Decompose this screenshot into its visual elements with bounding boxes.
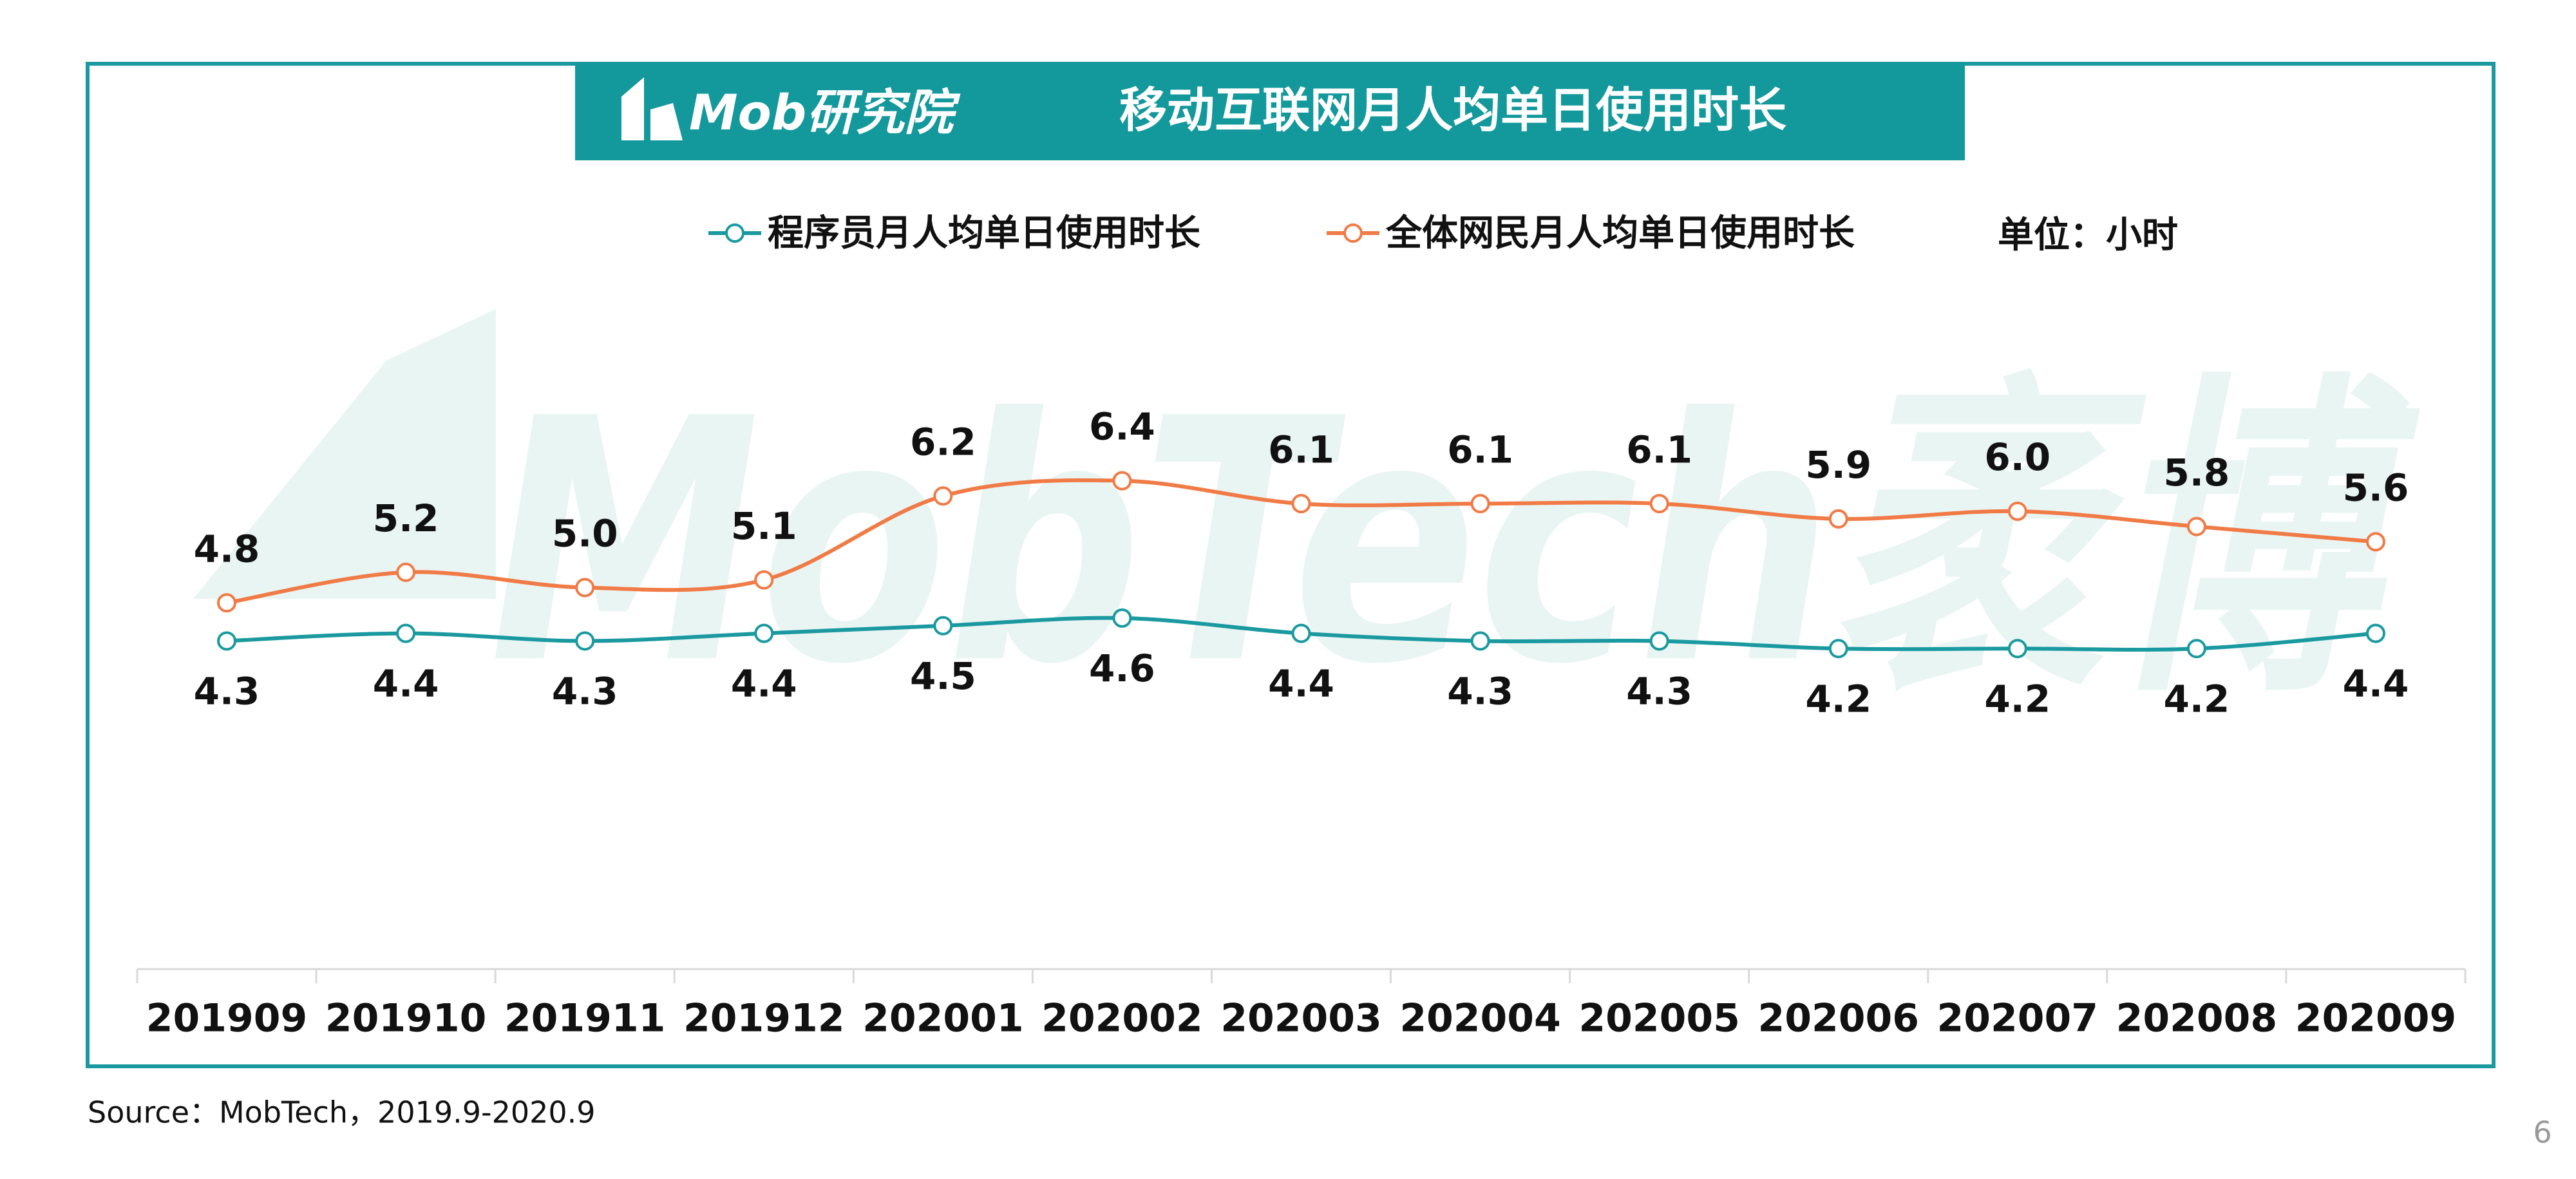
data-label: 6.1 bbox=[1268, 428, 1334, 471]
data-label: 5.1 bbox=[731, 504, 797, 548]
watermark: MobTech袤博 bbox=[489, 347, 2423, 737]
data-point bbox=[2186, 516, 2206, 536]
data-point bbox=[1470, 494, 1490, 514]
x-tick-label: 202009 bbox=[2295, 996, 2457, 1041]
data-label: 4.4 bbox=[1268, 662, 1334, 706]
legend-label: 程序员月人均单日使用时长 bbox=[768, 212, 1200, 254]
data-point bbox=[1828, 639, 1848, 659]
data-label: 5.0 bbox=[552, 512, 618, 556]
data-point bbox=[396, 562, 416, 582]
x-tick-label: 201911 bbox=[504, 996, 666, 1041]
data-point bbox=[1828, 509, 1848, 529]
data-point bbox=[575, 578, 595, 598]
data-point bbox=[754, 623, 774, 643]
data-label: 6.4 bbox=[1089, 405, 1155, 449]
data-point bbox=[2365, 532, 2385, 552]
data-label: 4.4 bbox=[731, 662, 797, 706]
data-point bbox=[1649, 631, 1669, 651]
watermark-logo bbox=[193, 309, 496, 599]
unit-label: 单位：小时 bbox=[1998, 214, 2178, 256]
data-point bbox=[2007, 639, 2027, 659]
data-label: 5.9 bbox=[1805, 443, 1871, 487]
x-tick-label: 202005 bbox=[1578, 996, 1740, 1041]
data-label: 4.5 bbox=[910, 654, 976, 698]
x-tick-label: 202006 bbox=[1757, 996, 1919, 1041]
data-label: 5.8 bbox=[2164, 451, 2230, 495]
data-point bbox=[396, 623, 416, 643]
data-label: 4.4 bbox=[2343, 662, 2409, 706]
data-label: 4.4 bbox=[373, 662, 439, 706]
x-tick-label: 202004 bbox=[1399, 996, 1561, 1041]
data-point bbox=[933, 616, 953, 636]
data-label: 4.2 bbox=[2164, 677, 2230, 721]
data-label: 4.3 bbox=[552, 670, 618, 713]
data-point bbox=[754, 570, 774, 590]
data-point bbox=[1112, 471, 1132, 491]
data-point bbox=[575, 631, 595, 651]
data-label: 5.2 bbox=[373, 496, 439, 540]
source: Source：MobTech，2019.9-2020.9 bbox=[88, 1095, 596, 1130]
data-point bbox=[2186, 639, 2206, 659]
data-point bbox=[217, 631, 237, 651]
legend-marker bbox=[725, 223, 744, 243]
data-point bbox=[1112, 608, 1132, 628]
x-tick-label: 201910 bbox=[325, 996, 487, 1041]
logo-icon bbox=[621, 77, 683, 140]
data-label: 4.2 bbox=[1805, 677, 1871, 721]
data-point bbox=[217, 593, 237, 613]
page-number: 6 bbox=[2533, 1115, 2552, 1150]
data-label: 6.1 bbox=[1626, 428, 1692, 471]
data-point bbox=[1291, 494, 1311, 514]
header-band bbox=[575, 62, 1965, 160]
data-label: 4.8 bbox=[194, 527, 260, 571]
data-label: 6.1 bbox=[1447, 428, 1513, 471]
x-tick-label: 201912 bbox=[683, 996, 845, 1041]
data-label: 5.6 bbox=[2343, 466, 2409, 510]
x-tick-label: 202002 bbox=[1041, 996, 1203, 1041]
logo-text: Mob研究院 bbox=[689, 84, 961, 141]
x-tick-label: 202008 bbox=[2116, 996, 2278, 1041]
legend-marker bbox=[1343, 223, 1363, 243]
data-label: 4.3 bbox=[1626, 670, 1692, 713]
x-tick-label: 202001 bbox=[862, 996, 1024, 1041]
data-point bbox=[1649, 494, 1669, 514]
data-label: 4.6 bbox=[1089, 646, 1155, 690]
x-tick-label: 202007 bbox=[1937, 996, 2099, 1041]
x-tick-label: 201909 bbox=[146, 996, 308, 1041]
data-label: 4.3 bbox=[1447, 670, 1513, 713]
data-point bbox=[2007, 502, 2027, 521]
x-tick-label: 202003 bbox=[1220, 996, 1382, 1041]
data-point bbox=[1470, 631, 1490, 651]
data-label: 6.2 bbox=[910, 420, 976, 464]
data-point bbox=[1291, 623, 1311, 643]
data-point bbox=[933, 486, 953, 506]
data-point bbox=[2365, 623, 2385, 643]
chart-title: 移动互联网月人均单日使用时长 bbox=[1119, 83, 1786, 138]
data-label: 4.3 bbox=[194, 670, 260, 713]
legend-label: 全体网民月人均单日使用时长 bbox=[1385, 212, 1855, 254]
data-label: 6.0 bbox=[1984, 435, 2050, 479]
data-label: 4.2 bbox=[1984, 677, 2050, 721]
